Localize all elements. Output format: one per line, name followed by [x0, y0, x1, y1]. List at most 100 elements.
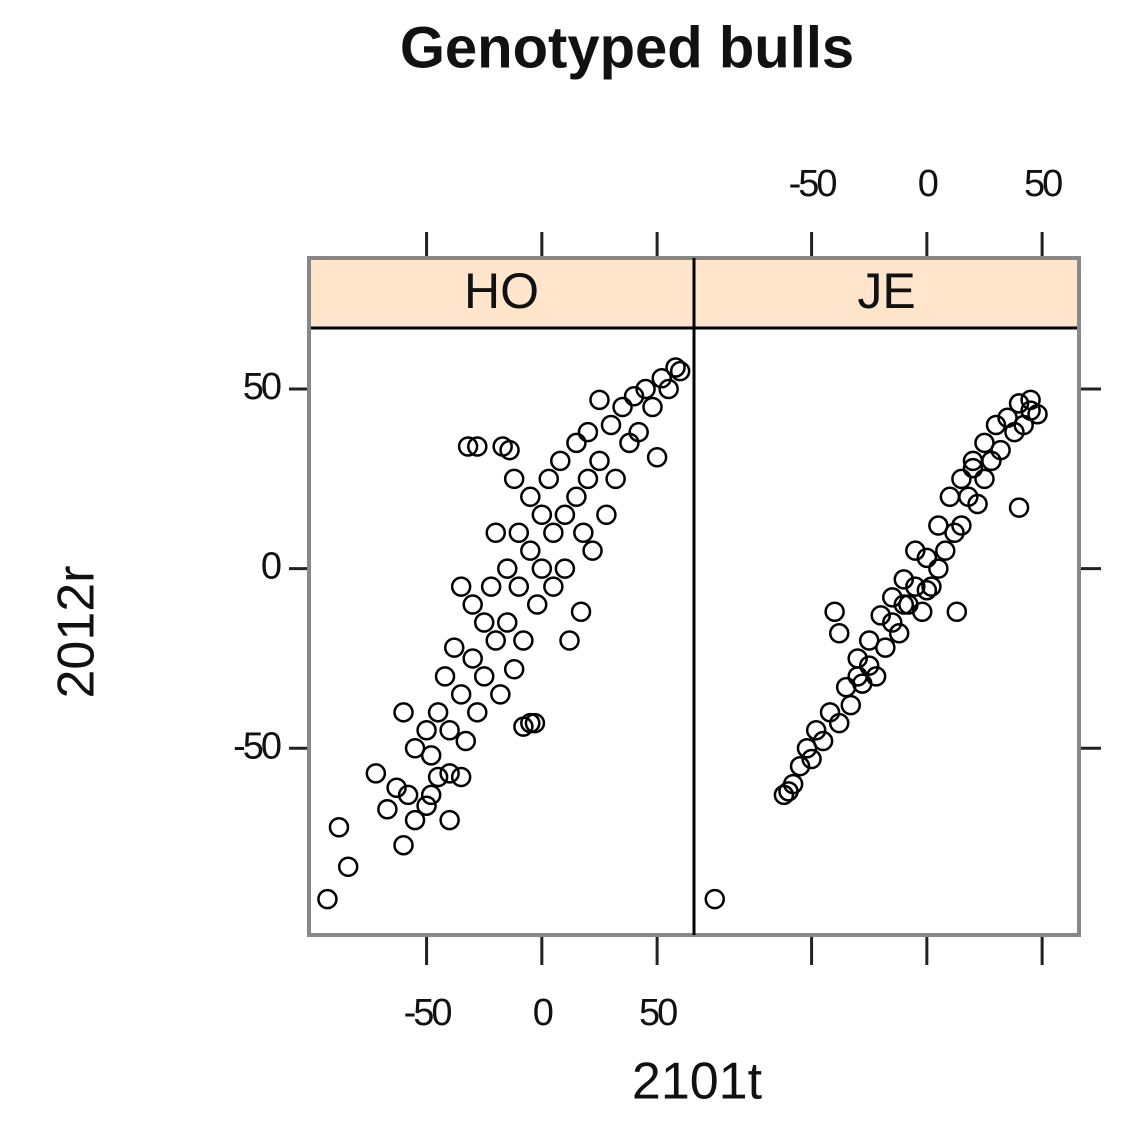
- point: [635, 378, 656, 400]
- point: [921, 576, 942, 597]
- point: [704, 888, 725, 910]
- point: [416, 720, 437, 741]
- point: [457, 436, 479, 457]
- point: [658, 378, 679, 400]
- point: [946, 601, 968, 622]
- point: [882, 612, 903, 633]
- point: [404, 809, 426, 831]
- point: [538, 468, 560, 490]
- point: [554, 504, 576, 526]
- y-tick-label: 0: [261, 546, 281, 588]
- point: [916, 547, 938, 569]
- point: [543, 576, 564, 597]
- point: [554, 558, 576, 579]
- point: [944, 522, 965, 543]
- point: [467, 702, 488, 723]
- point: [801, 748, 822, 770]
- point: [497, 558, 518, 579]
- point: [566, 486, 587, 508]
- point: [905, 576, 926, 597]
- point: [905, 540, 926, 561]
- y-tick-label: -50: [233, 725, 281, 767]
- point: [573, 522, 594, 543]
- point: [875, 637, 896, 658]
- point: [577, 421, 599, 443]
- point: [651, 368, 672, 389]
- point: [328, 816, 350, 838]
- point: [450, 766, 472, 788]
- point: [439, 809, 460, 831]
- point: [443, 637, 465, 658]
- point: [981, 450, 1002, 472]
- point: [628, 421, 649, 443]
- point: [520, 712, 541, 734]
- point: [939, 486, 961, 508]
- point: [473, 666, 495, 687]
- point: [974, 468, 995, 490]
- point: [520, 540, 541, 561]
- point: [1008, 497, 1030, 518]
- point: [317, 888, 338, 910]
- point: [847, 666, 868, 687]
- chart-title: Genotyped bulls: [400, 15, 854, 80]
- strip: [694, 258, 1079, 328]
- point: [828, 623, 850, 644]
- x-tick-label: 50: [639, 992, 677, 1034]
- point: [596, 504, 617, 526]
- point: [669, 360, 691, 382]
- point: [858, 655, 880, 676]
- point: [434, 666, 456, 687]
- point: [642, 396, 663, 418]
- point: [508, 522, 530, 543]
- point: [503, 658, 525, 680]
- point: [397, 784, 419, 806]
- point: [893, 569, 915, 590]
- point: [450, 576, 472, 597]
- point: [570, 601, 592, 622]
- point: [789, 755, 811, 777]
- point: [893, 594, 915, 615]
- point: [623, 385, 645, 407]
- point: [805, 720, 827, 741]
- point: [427, 702, 449, 723]
- x-tick-label: 0: [918, 163, 938, 205]
- point: [416, 795, 437, 816]
- point: [420, 745, 442, 766]
- point: [439, 720, 460, 741]
- point: [450, 684, 472, 705]
- point: [508, 576, 530, 597]
- point: [1027, 403, 1048, 425]
- point: [462, 648, 483, 669]
- point: [427, 766, 449, 788]
- point: [600, 414, 622, 436]
- point: [480, 576, 502, 597]
- point: [386, 777, 407, 798]
- strip-label: HO: [464, 263, 539, 319]
- y-axis-label: 2012r: [48, 566, 106, 699]
- x-tick-label: 50: [1024, 163, 1062, 205]
- point: [928, 558, 949, 579]
- point: [520, 486, 541, 508]
- point: [490, 684, 511, 705]
- point: [824, 601, 845, 622]
- point: [646, 447, 668, 468]
- x-axis-label: 2101t: [632, 1053, 763, 1111]
- point: [365, 763, 387, 784]
- x-tick-label: -50: [404, 992, 452, 1034]
- x-tick-label: 0: [533, 992, 553, 1034]
- point: [870, 605, 891, 626]
- point: [951, 468, 972, 490]
- point: [531, 558, 553, 579]
- point: [550, 450, 571, 472]
- point: [503, 468, 525, 490]
- point: [911, 601, 933, 622]
- point: [962, 457, 984, 479]
- x-tick-label: -50: [789, 163, 837, 205]
- point: [582, 540, 603, 561]
- point: [337, 856, 359, 878]
- strip-label: JE: [857, 263, 915, 319]
- point: [455, 730, 477, 752]
- point: [840, 694, 862, 716]
